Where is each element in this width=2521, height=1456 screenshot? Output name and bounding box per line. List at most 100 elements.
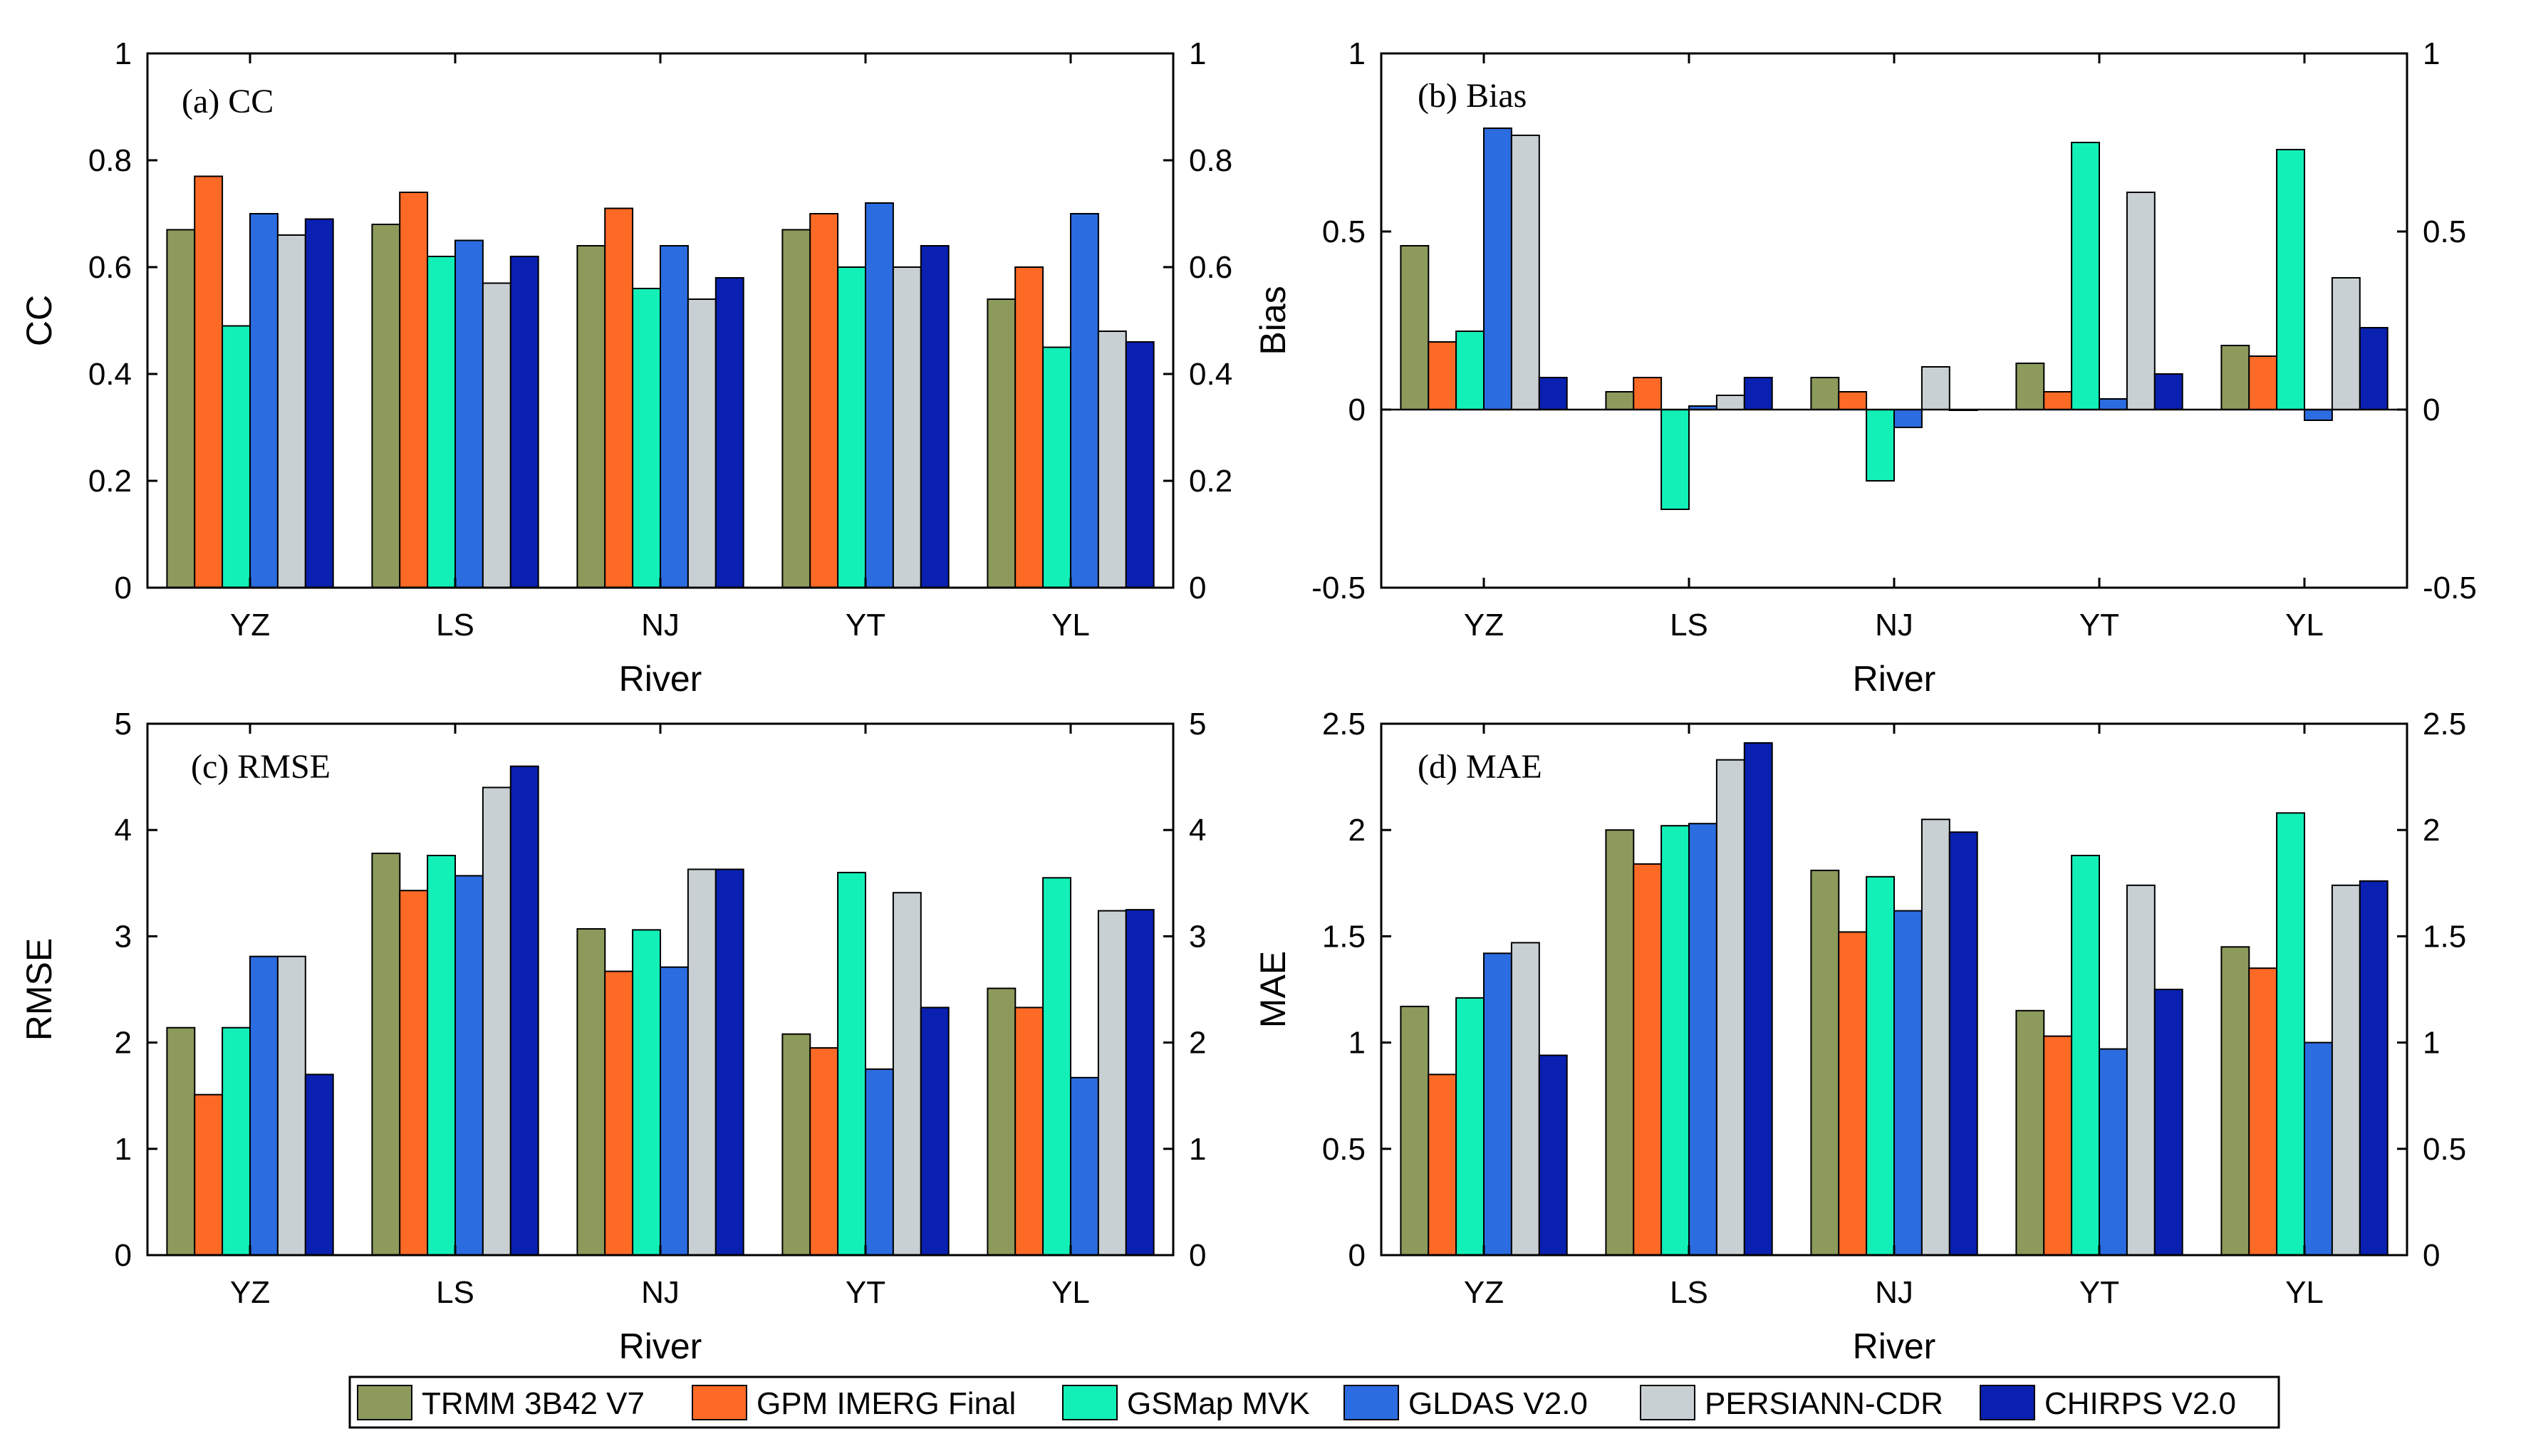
bar-gsmap-mvk-nj — [1866, 875, 1896, 1257]
x-tick-label-yt: YT — [846, 608, 885, 643]
legend-label: GLDAS V2.0 — [1408, 1386, 1588, 1421]
bar-gsmap-mvk-yz — [222, 325, 251, 588]
bar-persiann-cdr-nj — [687, 298, 717, 588]
bar-gldas-v2-0-nj — [660, 966, 689, 1256]
x-tick-label-ls: LS — [436, 1275, 474, 1310]
panel-title: (c) RMSE — [191, 748, 331, 786]
bar-gldas-v2-0-yl — [1070, 213, 1099, 588]
panel-title: (d) MAE — [1418, 748, 1542, 786]
bar-trmm-3b42-v7-yl — [987, 298, 1017, 588]
bar-chirps-v2-0-yz — [1538, 377, 1568, 410]
bar-trmm-3b42-v7-yz — [166, 1026, 196, 1256]
y-tick-label-left: 0.2 — [88, 464, 132, 499]
y-tick-label-right: 2 — [1189, 1026, 1206, 1061]
bar-gpm-imerg-final-yt — [2043, 1035, 2073, 1256]
legend-label: TRMM 3B42 V7 — [422, 1386, 645, 1421]
bar-gpm-imerg-final-yt — [809, 213, 839, 588]
bar-persiann-cdr-yl — [1097, 331, 1127, 588]
bar-gsmap-mvk-ls — [1660, 409, 1690, 510]
bar-gpm-imerg-final-nj — [1838, 931, 1868, 1257]
bar-trmm-3b42-v7-yz — [1400, 1005, 1430, 1257]
bar-gpm-imerg-final-yl — [2248, 967, 2278, 1256]
bar-gpm-imerg-final-nj — [604, 207, 634, 588]
bar-chirps-v2-0-nj — [714, 277, 744, 588]
bar-gldas-v2-0-nj — [660, 245, 689, 588]
bar-gldas-v2-0-yl — [2304, 409, 2333, 421]
bar-chirps-v2-0-ls — [509, 256, 539, 588]
bar-chirps-v2-0-nj — [714, 868, 744, 1256]
bar-trmm-3b42-v7-yz — [166, 229, 196, 588]
bar-chirps-v2-0-yt — [2153, 373, 2183, 410]
bar-gldas-v2-0-yz — [249, 955, 279, 1256]
bar-trmm-3b42-v7-ls — [371, 224, 401, 588]
bar-gpm-imerg-final-ls — [399, 890, 429, 1256]
bar-trmm-3b42-v7-yt — [781, 229, 811, 588]
bar-gldas-v2-0-yl — [2304, 1041, 2333, 1256]
legend-item-persiann-cdr: PERSIANN-CDR — [1640, 1385, 1943, 1421]
y-axis-label: MAE — [1253, 951, 1293, 1028]
y-tick-label-left: -0.5 — [1311, 571, 1366, 605]
y-tick-label-right: 0.6 — [1189, 250, 1232, 285]
y-tick-label-right: 0.8 — [1189, 143, 1232, 178]
bar-gpm-imerg-final-yl — [1014, 266, 1044, 588]
bar-persiann-cdr-ls — [482, 282, 511, 588]
y-tick-label-left: 0 — [1348, 1238, 1366, 1273]
bar-chirps-v2-0-yl — [2359, 880, 2389, 1257]
y-tick-label-right: 4 — [1189, 813, 1206, 848]
legend-item-chirps-v2-0: CHIRPS V2.0 — [1980, 1385, 2236, 1421]
bar-trmm-3b42-v7-yl — [2220, 345, 2250, 410]
bar-gsmap-mvk-ls — [427, 256, 456, 588]
y-tick-label-left: 4 — [115, 813, 132, 848]
y-tick-label-right: 0 — [1189, 1238, 1206, 1273]
bar-trmm-3b42-v7-ls — [1605, 391, 1635, 410]
x-tick-label-nj: NJ — [641, 608, 680, 643]
y-tick-label-left: 1 — [1348, 36, 1366, 71]
x-tick-label-yz: YZ — [230, 1275, 270, 1310]
legend-box — [348, 1376, 2280, 1429]
y-tick-label-left: 1 — [115, 36, 132, 71]
y-tick-label-right: 0 — [2423, 1238, 2440, 1273]
y-tick-label-right: 1 — [2423, 1026, 2440, 1061]
bar-chirps-v2-0-yz — [304, 218, 334, 588]
bar-gldas-v2-0-nj — [1893, 910, 1923, 1256]
bar-gpm-imerg-final-yt — [809, 1047, 839, 1256]
bar-gldas-v2-0-yz — [249, 213, 279, 588]
y-tick-label-left: 0.5 — [1322, 214, 1366, 249]
bar-gsmap-mvk-yt — [2071, 142, 2101, 410]
x-tick-label-yl: YL — [1051, 1275, 1090, 1310]
y-tick-label-left: 3 — [115, 919, 132, 954]
legend-label: PERSIANN-CDR — [1705, 1386, 1943, 1421]
y-tick-label-left: 0.8 — [88, 143, 132, 178]
x-tick-label-ls: LS — [1670, 608, 1708, 643]
bar-persiann-cdr-yl — [2331, 277, 2361, 410]
y-tick-label-right: 1.5 — [2423, 919, 2466, 954]
bar-chirps-v2-0-yl — [1125, 341, 1155, 588]
y-tick-label-right: 0.5 — [2423, 1132, 2466, 1167]
bar-chirps-v2-0-yz — [304, 1073, 334, 1257]
bar-gsmap-mvk-yt — [837, 266, 866, 588]
y-axis-label: RMSE — [19, 938, 59, 1041]
y-tick-label-left: 1 — [115, 1132, 132, 1167]
bar-persiann-cdr-yz — [276, 234, 306, 588]
bar-gsmap-mvk-yz — [1455, 331, 1485, 410]
bar-gldas-v2-0-nj — [1893, 409, 1923, 428]
panel-title: (a) CC — [182, 83, 274, 120]
y-tick-label-left: 1.5 — [1322, 919, 1366, 954]
x-tick-label-nj: NJ — [1875, 1275, 1913, 1310]
y-tick-label-right: 3 — [1189, 919, 1206, 954]
y-tick-label-right: 1 — [2423, 36, 2440, 71]
bar-trmm-3b42-v7-yl — [2220, 946, 2250, 1257]
panel-1: 0 0 0.2 0.2 0.4 0.4 0.6 0.6 0.8 0.8 1 1 YZ LS NJ YT YL Ri… — [19, 36, 1232, 699]
bar-gpm-imerg-final-yz — [194, 1093, 224, 1256]
x-axis-label: River — [619, 659, 702, 699]
y-tick-label-right: 2.5 — [2423, 707, 2466, 742]
y-tick-label-right: 5 — [1189, 707, 1206, 742]
x-axis-label: River — [1853, 1326, 1936, 1366]
bar-persiann-cdr-yz — [276, 955, 306, 1256]
bar-gpm-imerg-final-yz — [1428, 1073, 1457, 1257]
bar-trmm-3b42-v7-ls — [1605, 829, 1635, 1256]
legend-item-gldas-v2-0: GLDAS V2.0 — [1343, 1385, 1588, 1421]
panel-2: -0.5 -0.5 0 0 0.5 0.5 1 1 YZ LS NJ YT YL River Bias (b)… — [1253, 36, 2477, 699]
legend-item-gsmap-mvk: GSMap MVK — [1062, 1385, 1310, 1421]
